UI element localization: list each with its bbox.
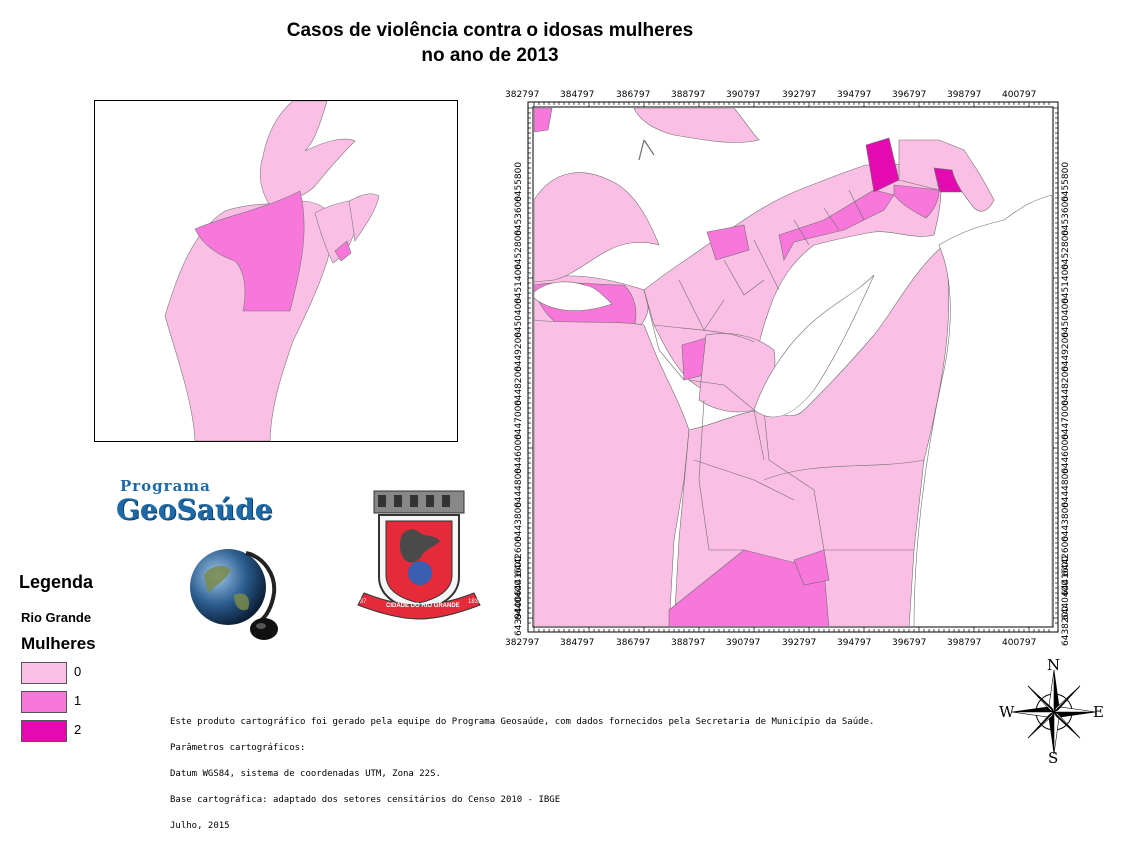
x-label-top: 390797: [726, 90, 761, 100]
x-label-top: 382797: [505, 90, 540, 100]
legend: Legenda Rio Grande Mulheres 0 1 2: [18, 572, 148, 752]
x-label-top: 394797: [837, 90, 872, 100]
x-label-bottom: 392797: [782, 638, 817, 648]
x-label-bottom: 386797: [616, 638, 651, 648]
legend-item: 1: [21, 691, 141, 713]
crest-year-right: 1835: [468, 599, 482, 605]
note-line: Parâmetros cartográficos:: [170, 743, 306, 753]
crest-banner: CIDADE DO RIO GRANDE: [386, 603, 460, 609]
inset-map-svg: [164, 101, 380, 441]
legend-field: Mulheres: [21, 634, 96, 653]
main-region-case1-a: [706, 224, 750, 261]
legend-item: 0: [21, 662, 141, 684]
legend-item: 2: [21, 720, 141, 742]
main-map-svg: [527, 101, 1059, 633]
compass-s: S: [1048, 749, 1059, 767]
main-region-south-case1b: [793, 549, 830, 586]
x-label-top: 400797: [1002, 90, 1037, 100]
inset-region-urban-case: [334, 240, 352, 262]
note-line: Base cartográfica: adaptado dos setores …: [170, 795, 561, 805]
map-title: Casos de violência contra o idosas mulhe…: [230, 18, 750, 68]
north-arrow-compass-icon: N S E W: [998, 656, 1110, 768]
x-label-bottom: 394797: [837, 638, 872, 648]
note-line: Julho, 2015: [170, 821, 230, 831]
x-label-bottom: 388797: [671, 638, 706, 648]
main-water-channel: [638, 139, 655, 161]
compass-n: N: [1047, 656, 1061, 674]
main-region-top: [633, 108, 760, 143]
main-region-topleft-case: [534, 108, 553, 133]
x-label-bottom: 390797: [726, 638, 761, 648]
compass-w: W: [999, 703, 1015, 721]
main-region-north-island: [534, 172, 660, 283]
inset-region-case1: [194, 190, 305, 312]
x-label-top: 398797: [947, 90, 982, 100]
legend-label: 1: [74, 693, 82, 708]
geosaude-prefix: Programa: [120, 477, 211, 495]
x-label-bottom: 382797: [505, 638, 540, 648]
legend-swatch: [21, 662, 67, 684]
legend-title: Legenda: [19, 572, 94, 592]
crest-svg: [357, 490, 481, 620]
note-line: Datum WGS84, sistema de coordenadas UTM,…: [170, 769, 441, 779]
globe-stethoscope-icon: [190, 549, 278, 640]
x-label-top: 396797: [892, 90, 927, 100]
main-region-south-case1: [668, 549, 830, 626]
compass-e: E: [1093, 703, 1104, 721]
inset-region-east: [348, 193, 380, 242]
legend-subtitle: Rio Grande: [21, 610, 92, 625]
geosaude-logo: Programa GeoSaúde: [116, 477, 326, 647]
x-label-bottom: 396797: [892, 638, 927, 648]
geosaude-name: GeoSaúde: [116, 493, 273, 526]
x-label-bottom: 400797: [1002, 638, 1037, 648]
main-map: 382797 384797 386797 388797 390797 39279…: [494, 80, 1074, 650]
main-region-case1-b: [778, 189, 895, 261]
map-title-line1: Casos de violência contra o idosas mulhe…: [286, 20, 694, 41]
y-label-right: 6438200: [1061, 605, 1071, 646]
x-label-top: 392797: [782, 90, 817, 100]
x-label-top: 384797: [560, 90, 595, 100]
main-region-ne: [898, 139, 995, 212]
inset-overview-map: [94, 100, 458, 442]
map-title-line2: no ano de 2013: [421, 45, 559, 66]
main-region-case1-c: [893, 184, 940, 219]
compass-rose-icon: [1011, 669, 1097, 755]
x-label-bottom: 384797: [560, 638, 595, 648]
city-crest: 1737 CIDADE DO RIO GRANDE 1835: [344, 489, 494, 624]
x-label-top: 386797: [616, 90, 651, 100]
legend-swatch: [21, 691, 67, 713]
inset-region-north: [259, 101, 356, 207]
crest-year-left: 1737: [353, 599, 367, 605]
legend-swatch: [21, 720, 67, 742]
note-line: Este produto cartográfico foi gerado pel…: [170, 717, 875, 727]
main-water-lagoon: [753, 274, 875, 418]
legend-label: 2: [74, 722, 82, 737]
y-label-left: 6439400: [514, 595, 524, 636]
x-label-bottom: 398797: [947, 638, 982, 648]
legend-label: 0: [74, 664, 82, 679]
x-label-top: 388797: [671, 90, 706, 100]
map-notes: Este produto cartográfico foi gerado pel…: [170, 703, 874, 846]
main-water-east: [913, 194, 1052, 626]
main-water-bay: [534, 281, 613, 312]
